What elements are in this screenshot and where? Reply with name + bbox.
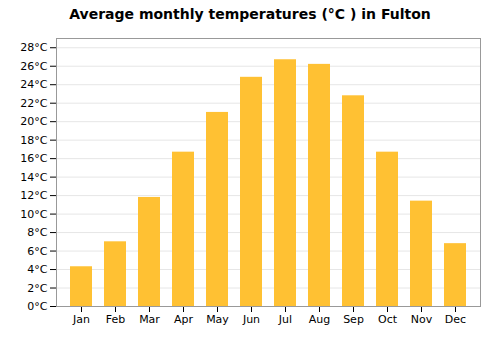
svg-text:8°C: 8°C <box>27 226 47 239</box>
svg-text:20°C: 20°C <box>20 115 47 128</box>
svg-text:28°C: 28°C <box>20 41 47 54</box>
svg-text:6°C: 6°C <box>27 245 47 258</box>
svg-text:12°C: 12°C <box>20 189 47 202</box>
svg-text:26°C: 26°C <box>20 60 47 73</box>
svg-text:Feb: Feb <box>106 313 125 326</box>
svg-text:24°C: 24°C <box>20 78 47 91</box>
svg-text:Jan: Jan <box>72 313 90 326</box>
svg-text:Apr: Apr <box>174 313 194 326</box>
svg-text:18°C: 18°C <box>20 134 47 147</box>
svg-text:Nov: Nov <box>411 313 433 326</box>
svg-text:Dec: Dec <box>445 313 466 326</box>
svg-text:14°C: 14°C <box>20 171 47 184</box>
svg-text:Sep: Sep <box>343 313 364 326</box>
svg-text:Jun: Jun <box>242 313 260 326</box>
svg-text:Jul: Jul <box>278 313 292 326</box>
svg-text:16°C: 16°C <box>20 152 47 165</box>
svg-text:2°C: 2°C <box>27 282 47 295</box>
svg-text:0°C: 0°C <box>27 300 47 313</box>
html-text:Average monthly temperatures (: Average monthly temperatures (°C ) in Fu… <box>69 6 431 22</box>
svg-text:Aug: Aug <box>309 313 330 326</box>
svg-text:Oct: Oct <box>378 313 398 326</box>
svg-text:May: May <box>206 313 229 326</box>
svg-text:22°C: 22°C <box>20 97 47 110</box>
svg-text:Mar: Mar <box>139 313 160 326</box>
svg-text:10°C: 10°C <box>20 208 47 221</box>
svg-text:4°C: 4°C <box>27 263 47 276</box>
